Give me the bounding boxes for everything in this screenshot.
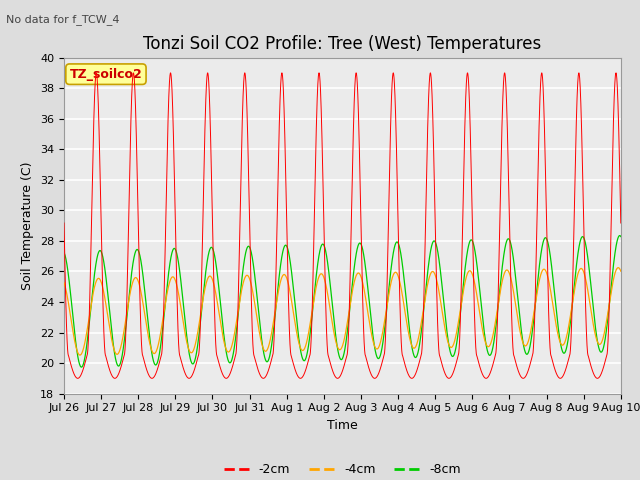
Y-axis label: Soil Temperature (C): Soil Temperature (C) — [22, 161, 35, 290]
X-axis label: Time: Time — [327, 419, 358, 432]
Title: Tonzi Soil CO2 Profile: Tree (West) Temperatures: Tonzi Soil CO2 Profile: Tree (West) Temp… — [143, 35, 541, 53]
Text: No data for f_TCW_4: No data for f_TCW_4 — [6, 14, 120, 25]
Text: TZ_soilco2: TZ_soilco2 — [70, 68, 142, 81]
Legend: -2cm, -4cm, -8cm: -2cm, -4cm, -8cm — [219, 458, 466, 480]
